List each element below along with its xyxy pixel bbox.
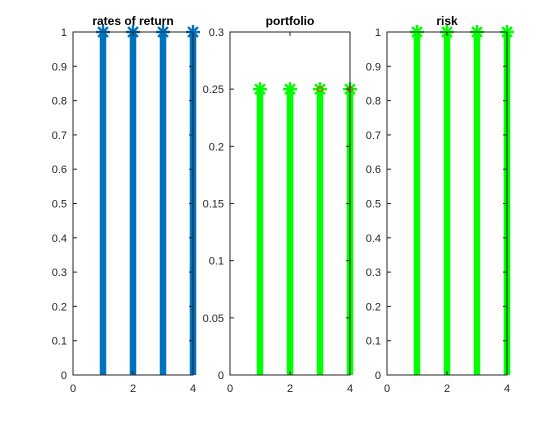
y-tick-label: 0	[375, 370, 381, 382]
y-tick-label: 0	[218, 370, 224, 382]
y-tick-label: 0.8	[52, 96, 67, 108]
overlay-marker	[317, 86, 324, 93]
y-tick-label: 0.5	[366, 199, 381, 211]
x-ticks-risk: 0 2 4	[384, 32, 510, 395]
y-tick-label: 0.3	[366, 267, 381, 279]
panel-rates-of-return: 0 0.1 0.2 0.3 0.4 0.5 0.6 0.7 0.8 0.9 1 0 2 4 rates of…	[52, 14, 200, 395]
y-tick-label: 0.2	[52, 301, 67, 313]
y-tick-label: 0.1	[209, 256, 224, 268]
chart-title: risk	[436, 14, 458, 28]
chart-title: portfolio	[266, 14, 315, 28]
y-tick-label: 0.9	[52, 61, 67, 73]
y-ticks-portfolio: 0 0.05 0.1 0.15 0.2 0.25 0.3	[203, 27, 350, 382]
y-tick-label: 0.7	[52, 130, 67, 142]
y-tick-label: 0.1	[366, 336, 381, 348]
stem-marker	[283, 82, 297, 97]
x-tick-label: 2	[287, 383, 293, 395]
y-tick-label: 0.5	[52, 199, 67, 211]
y-tick-label: 0.3	[52, 267, 67, 279]
y-tick-label: 0.2	[366, 301, 381, 313]
y-tick-label: 0	[61, 370, 67, 382]
stems-rates-of-return	[99, 32, 197, 375]
y-tick-label: 0.8	[366, 96, 381, 108]
y-tick-label: 0.4	[366, 233, 381, 245]
x-tick-label: 4	[190, 383, 196, 395]
panel-portfolio: 0 0.05 0.1 0.15 0.2 0.25 0.3 0 2 4 portfolio	[203, 14, 357, 395]
x-tick-label: 4	[504, 383, 510, 395]
y-tick-label: 0.1	[52, 336, 67, 348]
x-tick-label: 0	[227, 383, 233, 395]
y-tick-label: 1	[375, 27, 381, 39]
x-ticks-rates-of-return: 0 2 4	[70, 32, 196, 395]
y-tick-label: 0.25	[203, 84, 224, 96]
y-tick-label: 0.4	[52, 233, 67, 245]
y-ticks-rates-of-return: 0 0.1 0.2 0.3 0.4 0.5 0.6 0.7 0.8 0.9 1	[52, 27, 193, 382]
y-tick-label: 0.6	[366, 164, 381, 176]
x-tick-label: 0	[384, 383, 390, 395]
y-tick-label: 0.3	[209, 27, 224, 39]
y-ticks-risk: 0 0.1 0.2 0.3 0.4 0.5 0.6 0.7 0.8 0.9 1	[366, 27, 507, 382]
stem-marker	[253, 82, 267, 97]
y-tick-label: 0.9	[366, 61, 381, 73]
chart-title: rates of return	[92, 14, 173, 28]
y-tick-label: 0.6	[52, 164, 67, 176]
x-tick-label: 2	[130, 383, 136, 395]
y-tick-label: 1	[61, 27, 67, 39]
panel-risk: 0 0.1 0.2 0.3 0.4 0.5 0.6 0.7 0.8 0.9 1 0 2 4 risk	[366, 14, 514, 395]
y-tick-label: 0.7	[366, 130, 381, 142]
x-tick-label: 0	[70, 383, 76, 395]
x-tick-label: 4	[347, 383, 353, 395]
x-ticks-portfolio: 0 2 4	[227, 32, 353, 395]
stems-risk	[413, 32, 511, 375]
y-tick-label: 0.05	[203, 313, 224, 325]
y-tick-label: 0.2	[209, 141, 224, 153]
x-tick-label: 2	[444, 383, 450, 395]
y-tick-label: 0.15	[203, 199, 224, 211]
stems-portfolio	[256, 89, 354, 375]
markers-portfolio	[253, 82, 357, 97]
stem-marker	[313, 82, 327, 97]
